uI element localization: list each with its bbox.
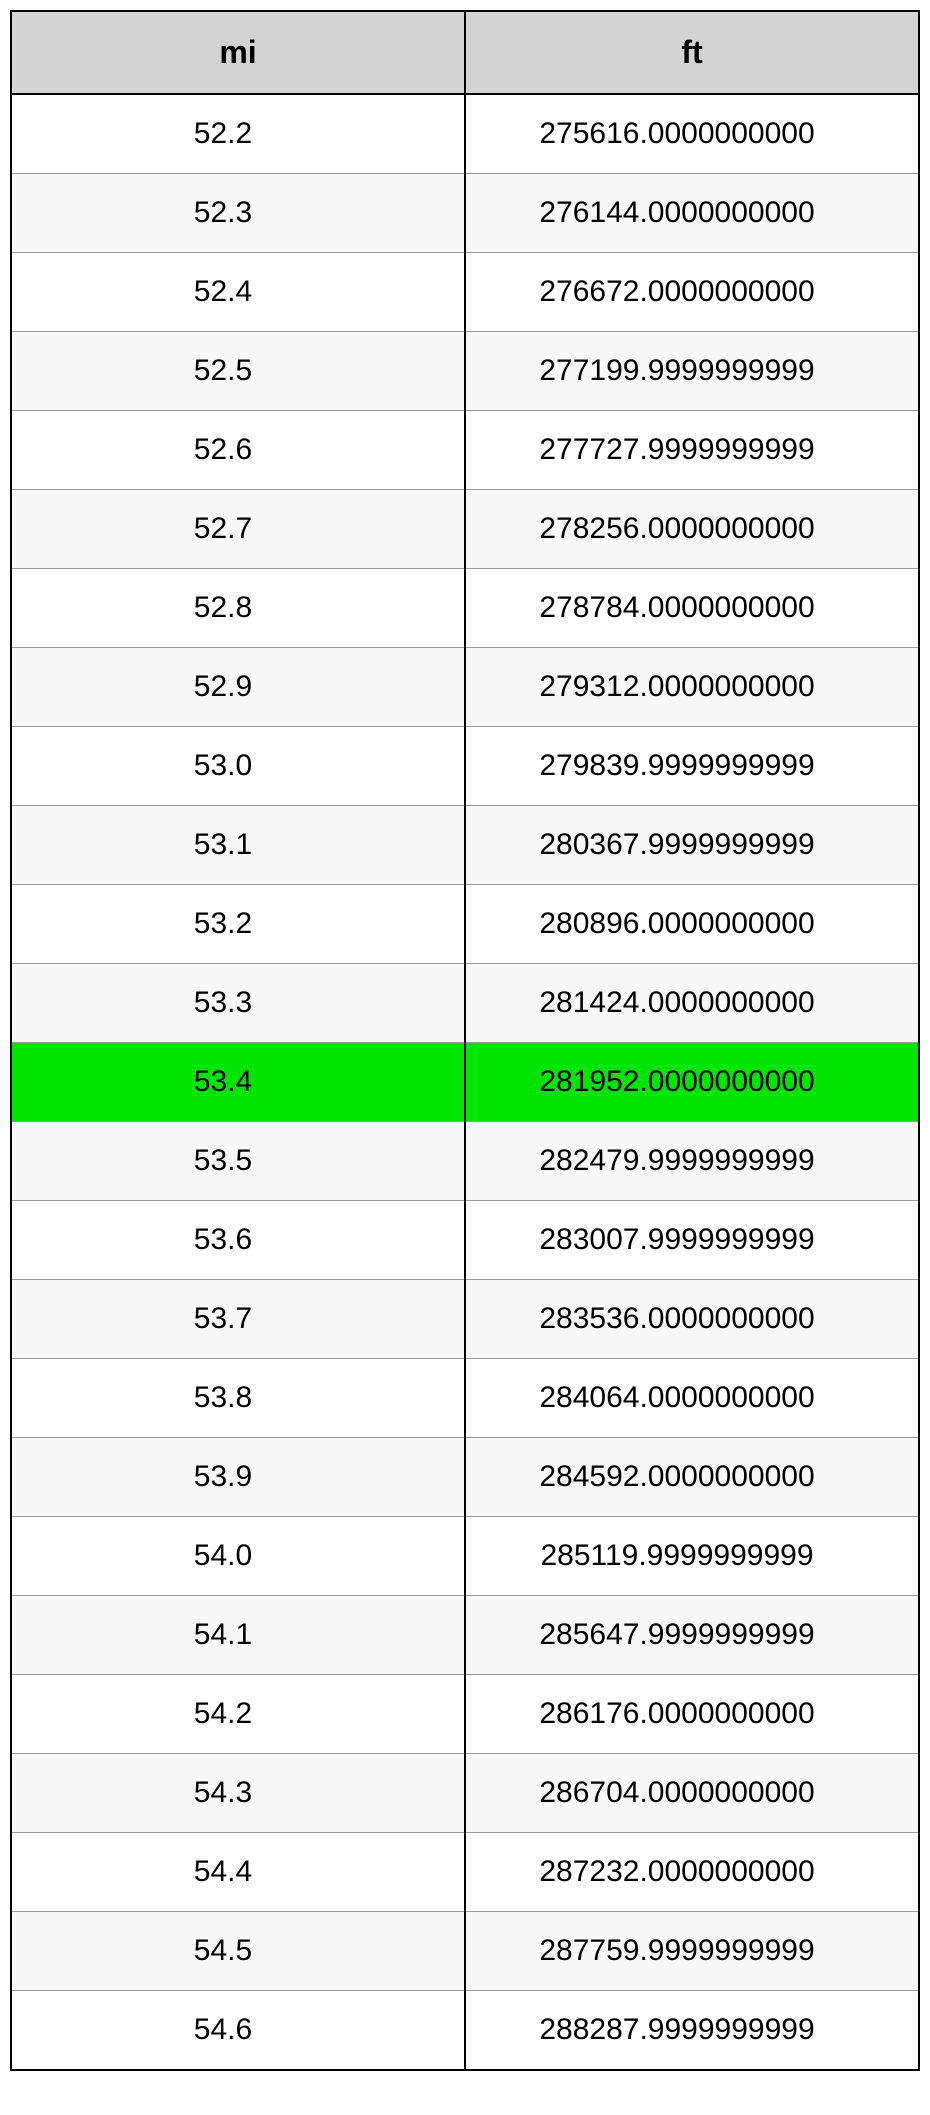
table-row: 52.2275616.0000000000 <box>11 94 919 174</box>
cell-mi: 54.5 <box>11 1912 465 1991</box>
cell-ft: 279312.0000000000 <box>465 648 919 727</box>
table-row: 54.6288287.9999999999 <box>11 1991 919 2071</box>
cell-mi: 52.3 <box>11 174 465 253</box>
table-row: 52.8278784.0000000000 <box>11 569 919 648</box>
cell-mi: 53.1 <box>11 806 465 885</box>
cell-mi: 52.9 <box>11 648 465 727</box>
column-header-ft: ft <box>465 11 919 94</box>
cell-mi: 53.8 <box>11 1359 465 1438</box>
column-header-mi: mi <box>11 11 465 94</box>
cell-ft: 286704.0000000000 <box>465 1754 919 1833</box>
table-row: 54.4287232.0000000000 <box>11 1833 919 1912</box>
table-row: 53.3281424.0000000000 <box>11 964 919 1043</box>
table-row: 53.8284064.0000000000 <box>11 1359 919 1438</box>
cell-mi: 53.4 <box>11 1043 465 1122</box>
cell-mi: 54.0 <box>11 1517 465 1596</box>
cell-ft: 282479.9999999999 <box>465 1122 919 1201</box>
table-row: 52.7278256.0000000000 <box>11 490 919 569</box>
cell-mi: 53.2 <box>11 885 465 964</box>
cell-mi: 53.7 <box>11 1280 465 1359</box>
table-row: 54.2286176.0000000000 <box>11 1675 919 1754</box>
cell-ft: 283007.9999999999 <box>465 1201 919 1280</box>
table-row: 52.5277199.9999999999 <box>11 332 919 411</box>
table-body: 52.2275616.000000000052.3276144.00000000… <box>11 94 919 2070</box>
table-row: 54.5287759.9999999999 <box>11 1912 919 1991</box>
cell-ft: 285119.9999999999 <box>465 1517 919 1596</box>
table-row: 54.3286704.0000000000 <box>11 1754 919 1833</box>
cell-mi: 53.0 <box>11 727 465 806</box>
cell-mi: 54.3 <box>11 1754 465 1833</box>
cell-ft: 287232.0000000000 <box>465 1833 919 1912</box>
table-row: 53.4281952.0000000000 <box>11 1043 919 1122</box>
cell-ft: 284064.0000000000 <box>465 1359 919 1438</box>
cell-ft: 276144.0000000000 <box>465 174 919 253</box>
table-row: 52.6277727.9999999999 <box>11 411 919 490</box>
cell-ft: 280896.0000000000 <box>465 885 919 964</box>
cell-mi: 54.6 <box>11 1991 465 2071</box>
table-row: 54.1285647.9999999999 <box>11 1596 919 1675</box>
cell-ft: 279839.9999999999 <box>465 727 919 806</box>
table-row: 53.6283007.9999999999 <box>11 1201 919 1280</box>
cell-ft: 285647.9999999999 <box>465 1596 919 1675</box>
cell-ft: 281952.0000000000 <box>465 1043 919 1122</box>
table-row: 52.3276144.0000000000 <box>11 174 919 253</box>
cell-mi: 52.2 <box>11 94 465 174</box>
table-row: 54.0285119.9999999999 <box>11 1517 919 1596</box>
cell-ft: 277199.9999999999 <box>465 332 919 411</box>
table-row: 53.5282479.9999999999 <box>11 1122 919 1201</box>
table-header: mi ft <box>11 11 919 94</box>
cell-mi: 53.6 <box>11 1201 465 1280</box>
cell-ft: 283536.0000000000 <box>465 1280 919 1359</box>
table-row: 53.7283536.0000000000 <box>11 1280 919 1359</box>
cell-mi: 52.8 <box>11 569 465 648</box>
cell-ft: 288287.9999999999 <box>465 1991 919 2071</box>
cell-mi: 54.1 <box>11 1596 465 1675</box>
cell-mi: 52.6 <box>11 411 465 490</box>
table-row: 53.0279839.9999999999 <box>11 727 919 806</box>
table-row: 52.4276672.0000000000 <box>11 253 919 332</box>
table-row: 53.9284592.0000000000 <box>11 1438 919 1517</box>
cell-ft: 278256.0000000000 <box>465 490 919 569</box>
cell-ft: 275616.0000000000 <box>465 94 919 174</box>
cell-mi: 54.4 <box>11 1833 465 1912</box>
table-row: 53.1280367.9999999999 <box>11 806 919 885</box>
cell-mi: 52.4 <box>11 253 465 332</box>
conversion-table: mi ft 52.2275616.000000000052.3276144.00… <box>10 10 920 2071</box>
cell-ft: 280367.9999999999 <box>465 806 919 885</box>
cell-ft: 284592.0000000000 <box>465 1438 919 1517</box>
cell-mi: 53.9 <box>11 1438 465 1517</box>
cell-mi: 54.2 <box>11 1675 465 1754</box>
cell-mi: 53.3 <box>11 964 465 1043</box>
cell-mi: 52.5 <box>11 332 465 411</box>
cell-mi: 52.7 <box>11 490 465 569</box>
cell-ft: 276672.0000000000 <box>465 253 919 332</box>
cell-ft: 281424.0000000000 <box>465 964 919 1043</box>
cell-ft: 277727.9999999999 <box>465 411 919 490</box>
cell-ft: 278784.0000000000 <box>465 569 919 648</box>
cell-ft: 286176.0000000000 <box>465 1675 919 1754</box>
table-row: 53.2280896.0000000000 <box>11 885 919 964</box>
header-row: mi ft <box>11 11 919 94</box>
cell-mi: 53.5 <box>11 1122 465 1201</box>
cell-ft: 287759.9999999999 <box>465 1912 919 1991</box>
table-row: 52.9279312.0000000000 <box>11 648 919 727</box>
